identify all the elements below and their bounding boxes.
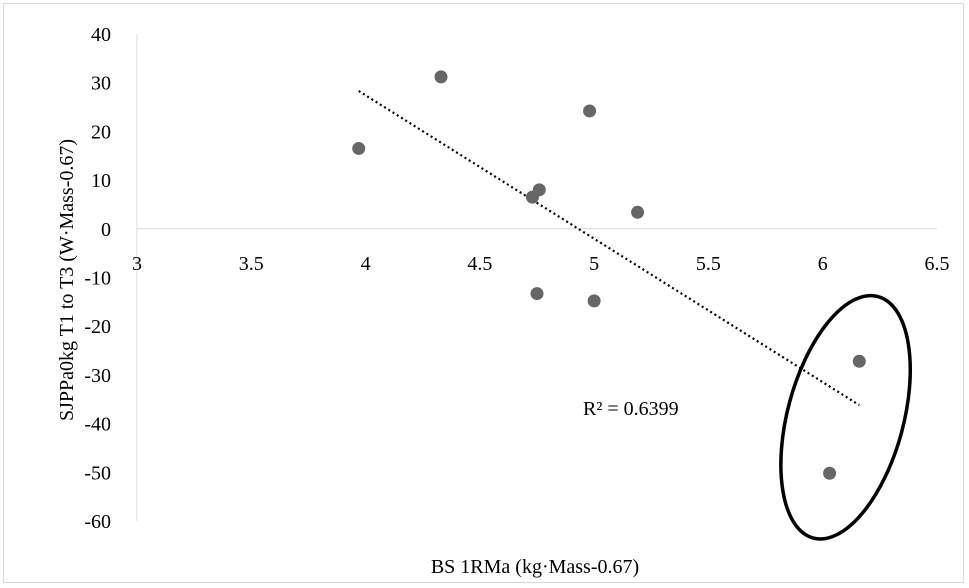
r-squared-label: R² = 0.6399 bbox=[583, 398, 679, 420]
axes bbox=[136, 34, 937, 521]
x-tick-label: 5.5 bbox=[696, 253, 721, 275]
x-tick-label: 4.5 bbox=[467, 253, 492, 275]
data-point bbox=[583, 104, 597, 118]
data-point bbox=[352, 141, 366, 155]
y-tick-label: 0 bbox=[101, 219, 111, 241]
data-point bbox=[530, 287, 544, 301]
data-point bbox=[823, 466, 837, 480]
chart-frame bbox=[3, 3, 964, 583]
y-tick-label: -40 bbox=[84, 414, 111, 436]
data-point bbox=[587, 294, 601, 308]
trendline bbox=[358, 90, 860, 407]
highlight-layer bbox=[779, 293, 913, 541]
y-tick-label: 40 bbox=[91, 24, 111, 46]
highlight-ellipse bbox=[779, 293, 913, 541]
y-tick-label: 20 bbox=[91, 121, 111, 143]
y-tick-label: -10 bbox=[84, 268, 111, 290]
x-axis-title: BS 1RMa (kg·Mass-0.67) bbox=[431, 556, 639, 578]
y-tick-label: 10 bbox=[91, 170, 111, 192]
x-tick-label: 4 bbox=[361, 253, 371, 275]
y-tick-label: 30 bbox=[91, 73, 111, 95]
y-axis-title: SJPPa0kg T1 to T3 (W·Mass-0.67) bbox=[56, 139, 78, 421]
data-point bbox=[852, 354, 866, 368]
x-tick-label: 6.5 bbox=[925, 253, 950, 275]
x-tick-label: 5 bbox=[589, 253, 599, 275]
y-tick-label: -60 bbox=[84, 511, 111, 533]
x-tick-labels: 3 3.5 4 4.5 5 5.5 6 6.5 bbox=[132, 253, 950, 275]
x-tick-label: 6 bbox=[818, 253, 828, 275]
x-tick-label: 3 bbox=[132, 253, 142, 275]
y-tick-label: -50 bbox=[84, 462, 111, 484]
trendline-layer bbox=[358, 90, 860, 407]
y-tick-label: -20 bbox=[84, 316, 111, 338]
data-point bbox=[631, 205, 645, 219]
y-tick-labels: 40 30 20 10 0 -10 -20 -30 -40 -50 -60 bbox=[84, 24, 111, 533]
data-point bbox=[532, 183, 546, 197]
data-points bbox=[352, 70, 866, 480]
data-point bbox=[434, 70, 448, 84]
y-tick-label: -30 bbox=[84, 365, 111, 387]
x-tick-label: 3.5 bbox=[239, 253, 264, 275]
